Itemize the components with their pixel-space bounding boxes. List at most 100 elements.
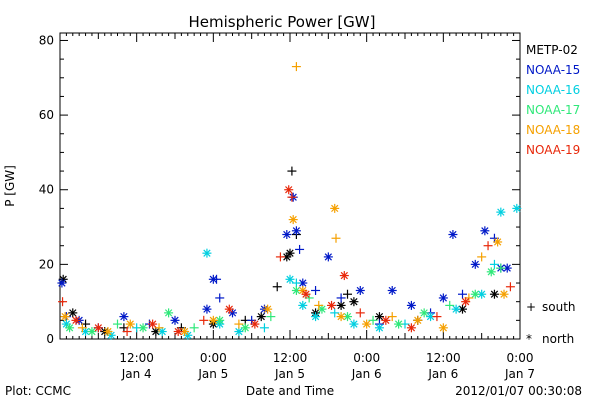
data-point — [387, 285, 397, 295]
data-point — [445, 300, 455, 310]
data-point — [330, 203, 340, 213]
data-point — [413, 315, 423, 325]
y-tick-label: 60 — [39, 108, 54, 122]
data-point — [349, 319, 359, 329]
data-point — [113, 319, 122, 329]
plot-credit: Plot: CCMC — [5, 384, 71, 398]
data-point — [287, 192, 297, 202]
data-point — [311, 285, 321, 295]
data-point — [374, 323, 384, 333]
y-tick-label: 80 — [39, 33, 54, 47]
x-tick-date-label: Jan 6 — [427, 367, 458, 381]
data-point — [311, 312, 321, 322]
data-point — [285, 274, 295, 284]
y-axis: 0 20 40 60 80 — [39, 33, 520, 346]
legend-entry: NOAA-19 — [526, 143, 580, 157]
plot-frame — [59, 32, 521, 340]
data-point — [438, 293, 448, 303]
y-axis-label: P [GW] — [3, 165, 17, 207]
data-point — [496, 207, 506, 217]
x-tick-date-label: Jan 5 — [274, 367, 305, 381]
data-point — [394, 319, 404, 329]
data-point — [295, 244, 305, 254]
data-point — [138, 323, 148, 333]
marker-key-north-symbol: * — [526, 332, 532, 346]
data-point — [58, 297, 68, 307]
data-point — [259, 323, 269, 333]
data-point — [208, 315, 218, 325]
data-point — [458, 289, 467, 299]
data-point — [336, 293, 346, 303]
data-point — [432, 312, 442, 322]
data-point — [505, 282, 515, 292]
data-point — [496, 263, 506, 273]
data-point — [355, 308, 365, 318]
data-point — [298, 285, 308, 295]
data-point — [368, 315, 378, 325]
data-point — [212, 274, 222, 284]
data-point — [87, 327, 97, 337]
data-point — [202, 248, 212, 258]
x-axis-label: Date and Time — [246, 384, 334, 398]
data-point — [327, 300, 337, 310]
data-point — [336, 312, 346, 322]
data-point — [499, 289, 509, 299]
legend-entry: NOAA-15 — [526, 63, 580, 77]
legend-entry: NOAA-17 — [526, 103, 580, 117]
data-point — [323, 252, 333, 262]
data-point — [272, 282, 282, 292]
legend-entry: METP-02 — [526, 43, 578, 57]
x-axis: 12:00 Jan 4 0:00 Jan 5 12:00 Jan 5 0:00 Jan 6 12… — [59, 33, 535, 381]
x-tick-date-label: Jan 7 — [504, 367, 535, 381]
marker-key: + south * north — [526, 300, 576, 346]
data-point — [119, 312, 129, 322]
data-point — [486, 267, 496, 277]
data-point — [477, 289, 487, 299]
marker-key-north-label: north — [542, 332, 574, 346]
y-tick-label: 0 — [46, 332, 54, 346]
data-point — [125, 319, 135, 329]
data-point — [470, 259, 480, 269]
x-tick-time-label: 12:00 — [273, 351, 308, 365]
x-tick-date-label: Jan 4 — [121, 367, 152, 381]
data-point — [489, 259, 499, 269]
data-point — [215, 293, 225, 303]
data-point — [406, 300, 416, 310]
x-tick-time-label: 0:00 — [507, 351, 534, 365]
data-point — [381, 315, 391, 325]
data-point — [68, 308, 78, 318]
data-point — [122, 327, 132, 337]
data-point — [291, 62, 301, 72]
legend-entry: NOAA-16 — [526, 83, 580, 97]
x-tick-time-label: 12:00 — [119, 351, 154, 365]
data-point — [224, 304, 234, 314]
data-point — [60, 312, 70, 322]
data-point — [362, 319, 372, 329]
data-point — [339, 271, 349, 281]
data-point — [103, 327, 113, 337]
data-point — [202, 304, 212, 314]
data-point — [287, 166, 297, 176]
data-point — [489, 289, 499, 299]
legend-entry: NOAA-18 — [526, 123, 580, 137]
x-tick-time-label: 0:00 — [200, 351, 227, 365]
data-point — [406, 323, 416, 333]
data-point — [275, 252, 285, 262]
data-point — [164, 308, 174, 318]
data-point — [266, 312, 276, 322]
data-point — [240, 323, 250, 333]
data-point — [477, 252, 487, 262]
data-point — [493, 237, 503, 247]
data-point — [448, 230, 458, 240]
plot-timestamp: 2012/01/07 00:30:08 — [455, 384, 582, 398]
data-point — [148, 319, 158, 329]
data-point — [470, 289, 480, 299]
data-point — [288, 215, 298, 225]
data-point — [298, 300, 308, 310]
x-tick-date-label: Jan 5 — [197, 367, 228, 381]
data-point — [301, 289, 311, 299]
data-point — [77, 323, 87, 333]
marker-key-south-label: south — [542, 300, 576, 314]
data-point — [387, 312, 397, 322]
data-point — [256, 312, 266, 322]
